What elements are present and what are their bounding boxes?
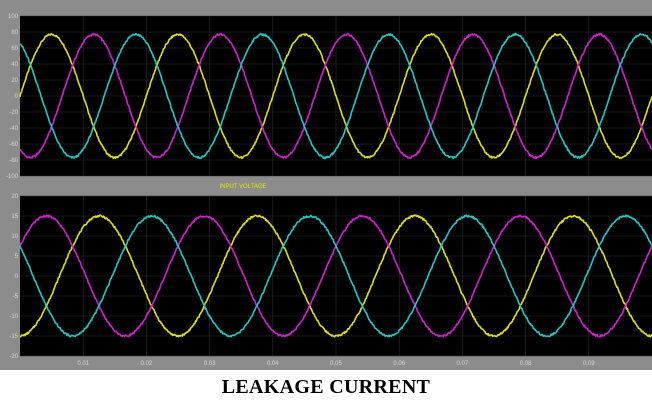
- top-plot-y-ticks: -100 -80 -60 -40 -20 0 20 40 60 80 100: [6, 14, 19, 180]
- x-tick-label: 0.01: [77, 361, 89, 367]
- input-voltage-title: INPUT VOLTAGE: [219, 184, 266, 190]
- y-tick-label: 40: [11, 62, 18, 68]
- y-tick-label: -10: [9, 314, 18, 320]
- waveform-series-2: [19, 32, 652, 160]
- y-tick-label: 100: [8, 14, 19, 20]
- y-tick-label: -80: [9, 158, 18, 164]
- y-tick-label: -20: [9, 110, 18, 116]
- waveform-series-3: [19, 214, 652, 338]
- figure-caption: LEAKAGE CURRENT: [221, 376, 431, 398]
- x-tick-label: 0.08: [520, 361, 532, 367]
- y-tick-label: -15: [9, 334, 18, 340]
- x-tick-label: 0.05: [330, 361, 342, 367]
- y-tick-label: -5: [13, 294, 19, 300]
- y-tick-label: -60: [9, 142, 18, 148]
- top-plot-panel: -100 -80 -60 -40 -20 0 20 40 60 80 100: [6, 14, 652, 180]
- waveform-series-3: [19, 32, 652, 160]
- bottom-plot-x-ticks: 0.01 0.02 0.03 0.04 0.05 0.06 0.07 0.08 0.09: [77, 361, 595, 367]
- x-tick-label: 0.02: [141, 361, 153, 367]
- y-tick-label: 60: [11, 46, 18, 52]
- y-tick-label: 10: [11, 234, 18, 240]
- top-plot-series: [19, 32, 652, 160]
- y-tick-label: -100: [6, 174, 19, 180]
- y-tick-label: 20: [11, 194, 18, 200]
- y-tick-label: -40: [9, 126, 18, 132]
- bottom-plot-y-ticks: -20 -15 -10 -5 0 5 10 15 20: [9, 194, 18, 360]
- y-tick-label: 15: [11, 214, 18, 220]
- y-tick-label: 80: [11, 30, 18, 36]
- bottom-plot-panel: -20 -15 -10 -5 0 5 10 15 20 0.01 0.02 0.03 0.04 0.05…: [9, 194, 652, 367]
- x-tick-label: 0.07: [457, 361, 469, 367]
- x-tick-label: 0.09: [583, 361, 595, 367]
- y-tick-label: 0: [15, 94, 19, 100]
- x-tick-label: 0.06: [393, 361, 405, 367]
- scope-window: -100 -80 -60 -40 -20 0 20 40 60 80 100 INPUT VOLTA…: [0, 0, 652, 370]
- waveform-series-1: [19, 32, 652, 160]
- x-tick-label: 0.03: [204, 361, 216, 367]
- y-tick-label: 0: [15, 274, 19, 280]
- x-tick-label: 0.04: [267, 361, 279, 367]
- y-tick-label: 20: [11, 78, 18, 84]
- y-tick-label: -20: [9, 354, 18, 360]
- bottom-plot-series: [19, 214, 652, 338]
- y-tick-label: 5: [15, 254, 19, 260]
